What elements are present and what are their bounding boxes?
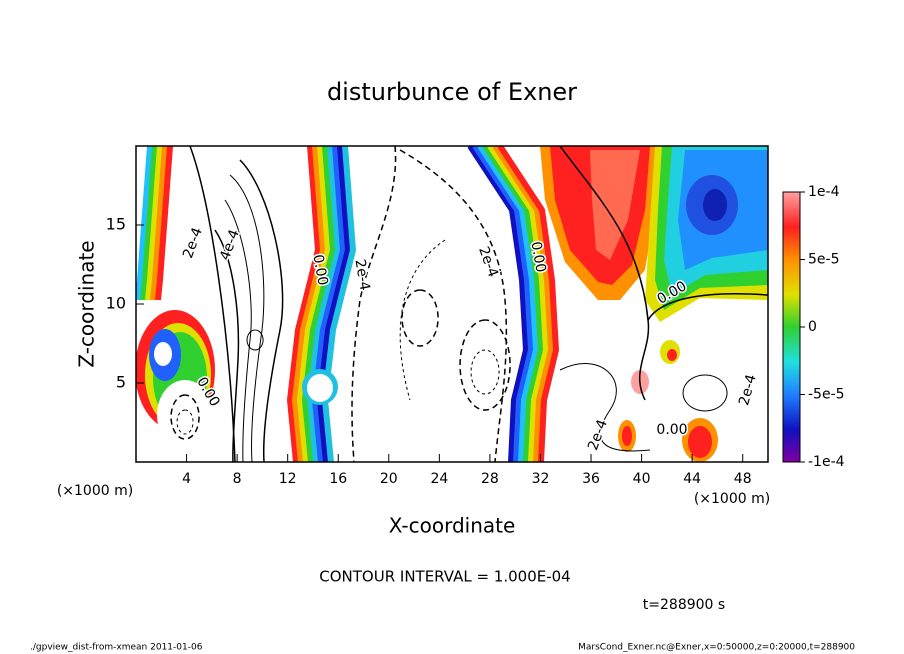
contour-line xyxy=(229,174,265,462)
contour-fill xyxy=(688,426,712,458)
colorbar-tick-label: 5e-5 xyxy=(808,252,839,268)
contour-line xyxy=(399,239,446,401)
contour-fill xyxy=(136,146,153,301)
contour-label: 4e-4 xyxy=(217,227,243,262)
contour-fill xyxy=(322,146,356,462)
contour-fill xyxy=(307,146,341,462)
contour-interval: CONTOUR INTERVAL = 1.000E-04 xyxy=(319,568,570,586)
x-tick-label: 36 xyxy=(582,471,600,487)
contour-fill xyxy=(302,146,336,462)
contour-fill xyxy=(467,146,529,462)
x-unit-label: (×1000 m) xyxy=(694,491,770,507)
contour-label: 2e-4 xyxy=(585,417,611,452)
contour-fill xyxy=(292,146,326,462)
contour-line xyxy=(214,229,240,462)
contour-fill xyxy=(145,146,163,301)
contour-line xyxy=(176,409,194,435)
colorbar-tick-label: -5e-5 xyxy=(808,387,845,403)
contour-fill xyxy=(157,380,213,450)
contour-fill xyxy=(492,146,554,462)
contour-fill xyxy=(140,146,158,301)
contour-line xyxy=(682,374,728,412)
contour-line xyxy=(459,319,511,411)
chart-title: disturbunce of Exner xyxy=(327,78,577,106)
contour-fill xyxy=(312,146,346,462)
x-tick-label: 28 xyxy=(481,471,499,487)
y-tick-label: 15 xyxy=(106,215,126,234)
contour-label: 2e-4 xyxy=(475,244,501,279)
contour-line xyxy=(189,146,236,462)
contour-fill xyxy=(297,146,331,462)
contour-line xyxy=(470,349,500,395)
contour-fill xyxy=(703,189,727,221)
contour-fill xyxy=(497,146,559,462)
x-tick-label: 4 xyxy=(182,471,191,487)
contour-line xyxy=(559,146,650,401)
y-axis-label: Z-coordinate xyxy=(75,240,99,367)
x-tick-label: 32 xyxy=(532,471,550,487)
contour-fill xyxy=(155,146,173,301)
contour-line xyxy=(559,363,651,452)
contour-line xyxy=(224,199,252,462)
contour-label: 0.00 xyxy=(656,422,687,438)
y-tick-label: 5 xyxy=(116,373,126,392)
contour-fill xyxy=(487,146,549,462)
contour-line xyxy=(647,292,768,321)
x-tick-label: 12 xyxy=(279,471,297,487)
contour-fill xyxy=(150,146,168,301)
y-unit-label: (×1000 m) xyxy=(57,483,133,499)
colorbar-tick-label: -1e-4 xyxy=(808,454,845,470)
contour-fill xyxy=(667,349,677,361)
contour-fill xyxy=(482,146,544,462)
y-tick-label: 10 xyxy=(106,294,126,313)
x-tick-label: 48 xyxy=(734,471,752,487)
contour-line xyxy=(246,329,264,351)
contour-fill xyxy=(472,146,534,462)
contour-fill xyxy=(317,146,351,462)
contour-line xyxy=(401,289,439,347)
colorbar xyxy=(782,191,801,463)
x-tick-label: 8 xyxy=(233,471,242,487)
contour-fill xyxy=(154,342,172,366)
x-tick-label: 24 xyxy=(430,471,448,487)
footer-left: ./gpview_dist-from-xmean 2011-01-06 xyxy=(30,643,203,653)
x-tick-label: 40 xyxy=(633,471,651,487)
contour-field xyxy=(136,146,768,462)
time-label: t=288900 s xyxy=(643,597,725,613)
contour-fill xyxy=(307,374,333,402)
x-tick-label: 20 xyxy=(380,471,398,487)
contour-fill xyxy=(590,150,640,260)
x-axis-label: X-coordinate xyxy=(389,514,516,538)
contour-line xyxy=(399,149,508,462)
contour-line xyxy=(351,146,397,462)
contour-label: 2e-4 xyxy=(736,373,760,408)
contour-line xyxy=(239,159,284,462)
colorbar-tick-label: 0 xyxy=(808,319,817,335)
contour-line xyxy=(170,394,200,440)
contour-fill xyxy=(287,146,321,462)
x-tick-label: 44 xyxy=(683,471,701,487)
colorbar-tick-label: 1e-4 xyxy=(808,184,840,200)
contour-label: 2e-4 xyxy=(180,225,206,260)
contour-fill xyxy=(622,426,632,446)
contour-fill xyxy=(477,146,539,462)
footer-right: MarsCond_Exner.nc@Exner,x=0:50000,z=0:20… xyxy=(578,643,855,653)
x-tick-label: 16 xyxy=(329,471,347,487)
